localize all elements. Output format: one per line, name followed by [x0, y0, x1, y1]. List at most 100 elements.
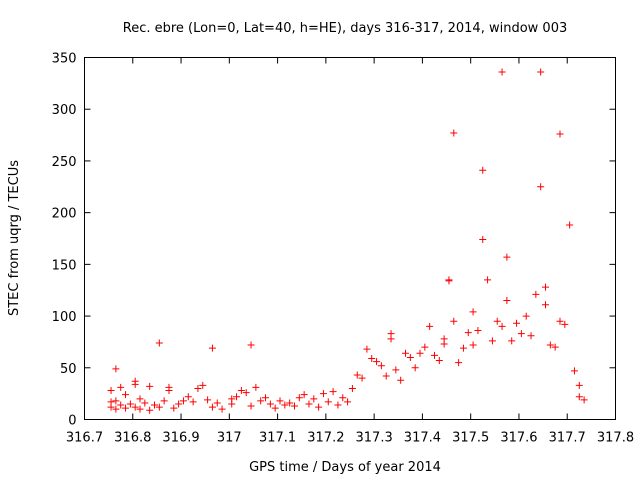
data-point [155, 339, 163, 347]
y-tick-label: 50 [60, 362, 77, 377]
data-point [194, 384, 202, 392]
data-point [406, 353, 414, 361]
data-point [479, 236, 487, 244]
x-tick-label: 317.7 [549, 431, 586, 446]
data-point [107, 387, 115, 395]
data-point [334, 401, 342, 409]
data-point [498, 68, 506, 76]
x-tick-label: 317.4 [404, 431, 441, 446]
data-point [508, 337, 516, 345]
data-point [189, 398, 197, 406]
data-point [266, 400, 274, 408]
data-point [542, 283, 550, 291]
data-point [440, 340, 448, 348]
data-point [112, 365, 120, 373]
data-point [551, 343, 559, 351]
data-point [150, 401, 158, 409]
data-point [199, 381, 207, 389]
data-point [257, 397, 265, 405]
data-point [242, 389, 250, 397]
data-point [570, 367, 578, 375]
x-tick-label: 317.8 [597, 431, 634, 446]
data-point [348, 384, 356, 392]
data-point [445, 277, 453, 285]
data-point [464, 329, 472, 337]
x-tick-label: 317.5 [452, 431, 489, 446]
x-axis-label: GPS time / Days of year 2014 [249, 460, 441, 475]
data-point [155, 403, 163, 411]
data-point [435, 357, 443, 365]
y-tick-label: 150 [52, 258, 77, 273]
data-point [281, 401, 289, 409]
data-point [387, 335, 395, 343]
data-point [184, 393, 192, 401]
x-tick-label: 316.8 [114, 431, 151, 446]
axis-ticks: 316.7 316.8 316.9 317 317.1 317.2 317.3 317.4 31… [52, 52, 634, 446]
data-point [107, 403, 115, 411]
data-point [233, 393, 241, 401]
x-tick-label: 316.9 [162, 431, 199, 446]
data-point [484, 276, 492, 284]
data-point [493, 317, 501, 325]
data-point [353, 371, 361, 379]
data-point [247, 341, 255, 349]
data-point [319, 390, 327, 398]
plot-frame [84, 57, 616, 420]
data-point [450, 129, 458, 137]
data-point [566, 221, 574, 229]
data-point [459, 344, 467, 352]
data-point [165, 387, 173, 395]
y-tick-label: 200 [52, 207, 77, 222]
data-point [532, 290, 540, 298]
data-point [310, 395, 318, 403]
data-point [286, 399, 294, 407]
data-point [397, 376, 405, 384]
data-point [175, 400, 183, 408]
data-point [204, 396, 212, 404]
data-point [262, 394, 270, 402]
data-point [430, 351, 438, 359]
data-point [373, 358, 381, 366]
data-point [324, 398, 332, 406]
data-point [527, 332, 535, 340]
x-tick-label: 317.2 [307, 431, 344, 446]
data-point [208, 403, 216, 411]
data-point [117, 401, 125, 409]
data-point [122, 404, 130, 412]
data-point [402, 349, 410, 357]
data-point [368, 354, 376, 362]
data-point [305, 400, 313, 408]
data-point [474, 327, 482, 335]
data-point [513, 319, 521, 327]
data-point [416, 349, 424, 357]
data-point [479, 166, 487, 174]
data-point [141, 399, 149, 407]
y-tick-label: 0 [68, 414, 76, 429]
data-point [561, 320, 569, 328]
data-point [218, 405, 226, 413]
data-point [276, 397, 284, 405]
data-point [537, 68, 545, 76]
data-point [517, 330, 525, 338]
data-point [213, 399, 221, 407]
data-point [300, 391, 308, 399]
data-point [469, 308, 477, 316]
data-point [160, 397, 168, 405]
data-point [122, 391, 130, 399]
data-point [179, 397, 187, 405]
data-points [107, 68, 588, 414]
data-point [421, 343, 429, 351]
data-point [363, 345, 371, 353]
data-point [377, 362, 385, 370]
data-point [247, 402, 255, 410]
data-point [146, 406, 154, 414]
data-point [290, 402, 298, 410]
data-point [315, 403, 323, 411]
data-point [426, 322, 434, 330]
data-point [580, 396, 588, 404]
data-point [136, 395, 144, 403]
data-point [455, 359, 463, 367]
data-point [295, 394, 303, 402]
data-point [339, 394, 347, 402]
